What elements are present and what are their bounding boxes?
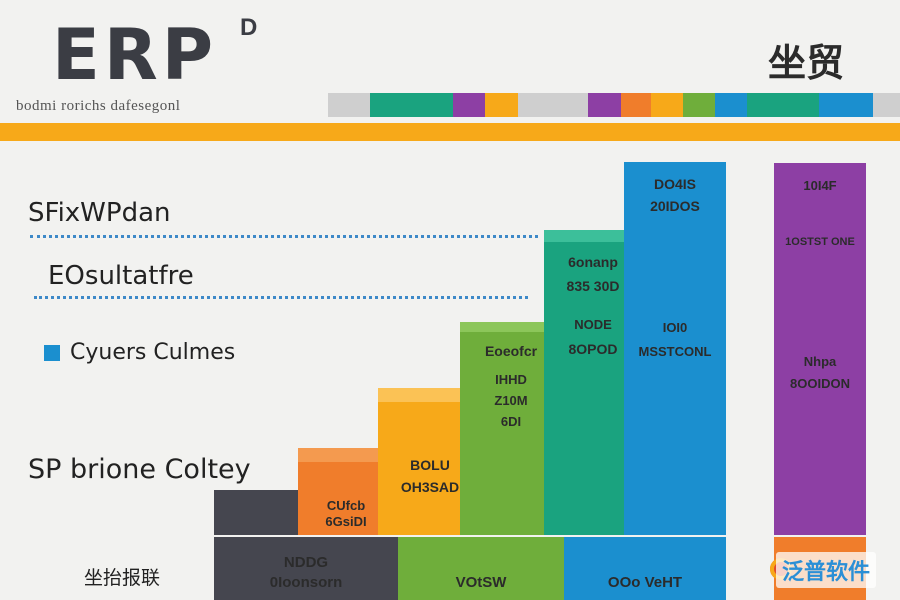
bar-data-label: 6onanp [568,254,618,270]
bar-data-label: OH3SAD [400,479,460,495]
bar-data-label: IHHD [495,372,527,387]
bar-data-label: 10I4F [803,178,837,193]
stripe-segment [683,93,715,117]
legend-label: Cyuers Culmes [70,340,236,365]
bar-data-label: MSSTCONL [638,344,712,359]
chart-bar: 10I4F 1OSTST ONE Nhpa 8OOIDON [774,163,866,535]
dotted-divider-1 [30,235,538,238]
bar-data-label: NODE [574,317,612,332]
bar-data-label: 835 30D [566,278,620,294]
stripe-segment [819,93,873,117]
bar-data-label: Nhpa [803,354,837,369]
bar-data-label: IOI0 [662,320,688,335]
watermark: 泛普软件 [776,552,877,588]
side-label-2: EOsultatfre [48,261,194,291]
stripe-segment [747,93,781,117]
stripe-segment [415,93,453,117]
stripe-segment [621,93,651,117]
side-label-3: SP brione Coltey [28,454,251,485]
bar-data-label: Z10M [494,393,528,408]
legend-swatch [44,345,60,361]
stripe-segment [873,93,900,117]
stripe-segment [715,93,747,117]
base-segment-label: OOo VeHT [607,574,683,591]
stripe-segment [370,93,415,117]
stripe-segment [485,93,518,117]
bar-data-label: 6GsiDI [325,514,367,529]
page-subtitle: bodmi rorichs dafesegonl [16,98,181,114]
stripe-segment [518,93,588,117]
chart-bar [214,490,308,535]
stripe-segment [328,93,370,117]
bar-data-label: 1OSTST ONE [785,236,855,248]
header-badge: 坐贸 [768,43,845,85]
chart-base-segment: OOo VeHT [564,537,726,600]
bar-data-label: Eoeofcr [484,343,538,359]
chart-bar: DO4IS 20IDOS IOI0 MSSTCONL [624,162,726,535]
stripe-segment [588,93,621,117]
bar-data-label: CUfcb [326,498,366,513]
bar-data-label: BOLU [410,457,450,473]
bar-data-label: 8OOIDON [790,376,850,391]
chart-base-segment: VOtSW [398,537,564,600]
base-segment-label: NDDG 0Ioonsorn [269,554,343,592]
stripe-segment [651,93,683,117]
bar-data-label: 6DI [500,414,522,429]
bar-data-label: DO4IS [653,176,696,192]
stripe-segment [453,93,485,117]
base-segment-label: VOtSW [455,574,507,591]
bar-data-label: 20IDOS [650,198,700,214]
color-stripe [328,93,900,117]
chart-base-segment: NDDG 0Ioonsorn [214,537,398,600]
accent-rule [0,123,900,141]
page-title: ERP [52,14,218,96]
bar-data-label: 8OPOD [568,341,618,357]
stripe-segment [781,93,819,117]
title-superscript: D [240,14,258,41]
bottom-label: 坐抬报联 [84,568,161,589]
dotted-divider-2 [34,296,528,299]
side-label-1: SFixWPdan [28,198,171,228]
